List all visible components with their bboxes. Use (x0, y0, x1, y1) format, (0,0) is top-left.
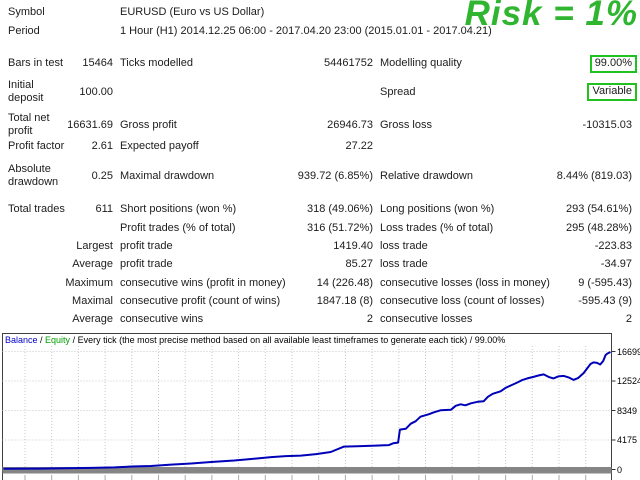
stat-label: Loss trades (% of total) (380, 221, 494, 234)
stat-label: consecutive losses (380, 312, 473, 325)
stat-value: Average (72, 257, 113, 270)
stat-value: 26946.73 (327, 118, 373, 131)
stat-label: Relative drawdown (380, 169, 473, 182)
stat-value: 2 (366, 312, 373, 325)
stat-label: Gross profit (120, 118, 177, 131)
stat-value: 54461752 (324, 57, 373, 69)
stat-value: 939.72 (6.85%) (297, 169, 373, 182)
report-row: Symbol EURUSD (Euro vs US Dollar) (0, 5, 640, 19)
stat-label: consecutive loss (count of losses) (380, 294, 545, 307)
stat-label: consecutive wins (120, 312, 204, 325)
stat-label: Profit trades (% of total) (120, 221, 236, 234)
stat-label: Long positions (won %) (380, 202, 495, 215)
report-row: Average consecutive wins 2 consecutive loss… (0, 312, 640, 326)
legend-part: / (37, 335, 46, 345)
risk-banner: Risk = 1% (464, 0, 638, 33)
stat-value: Largest (76, 239, 113, 252)
stat-label: Initial deposit (8, 79, 44, 104)
report-row: Profit trades (% of total) 316 (51.72%) Lo… (0, 221, 640, 235)
stat-label: Profit factor (8, 139, 65, 152)
stat-label: Maximal drawdown (120, 169, 215, 182)
stat-label: profit trade (120, 257, 173, 270)
stat-label: EURUSD (Euro vs US Dollar) (120, 5, 265, 18)
report-row: Average profit trade 85.27 loss trade -34.97 (0, 257, 640, 271)
stat-value: Maximal (72, 294, 113, 307)
stat-value: 100.00 (79, 85, 113, 98)
y-axis-label: 16699 (617, 346, 640, 357)
legend-part: Equity (45, 335, 71, 345)
stat-value: 293 (54.61%) (565, 202, 632, 215)
stat-value: -10315.03 (582, 118, 632, 131)
stat-label: Total net profit (8, 112, 50, 137)
stat-value: 16631.69 (67, 118, 113, 131)
y-axis-label: 4175 (617, 434, 638, 445)
chart-legend: Balance / Equity / Every tick (the most … (5, 335, 505, 345)
stat-label: Spread (380, 85, 416, 98)
stat-label: 1 Hour (H1) 2014.12.25 06:00 - 2017.04.2… (120, 24, 492, 37)
legend-part: / Every tick (the most precise method ba… (70, 335, 506, 345)
stat-value: 1847.18 (8) (316, 294, 373, 307)
stat-value: -34.97 (600, 257, 632, 270)
y-axis-label: 12524 (617, 376, 640, 386)
stat-value: 611 (95, 202, 113, 215)
stat-value: 27.22 (345, 139, 373, 152)
stat-label: Short positions (won %) (120, 202, 237, 215)
stat-value: 14 (226.48) (316, 276, 373, 289)
stat-label: Symbol (8, 5, 45, 18)
stat-label: Gross loss (380, 118, 432, 131)
report-row: Initial deposit 100.00 Spread Variable (0, 78, 640, 106)
stat-label: Ticks modelled (120, 57, 193, 69)
report-row: Total net profit 16631.69 Gross profit 2694… (0, 111, 640, 139)
stat-value: 8.44% (819.03) (556, 169, 632, 182)
stat-label: Period (8, 24, 40, 37)
stat-value: -223.83 (594, 239, 632, 252)
highlighted-value: Variable (587, 83, 637, 101)
stat-label: Bars in test (8, 57, 64, 69)
balance-chart: Balance / Equity / Every tick (the most … (0, 333, 640, 480)
stat-value: 318 (49.06%) (306, 202, 373, 215)
stat-value: 316 (51.72%) (306, 221, 373, 234)
stat-value: -595.43 (9) (578, 294, 632, 307)
report-row: Maximal consecutive profit (count of wins… (0, 294, 640, 308)
y-axis-label: 0 (617, 464, 623, 475)
stat-value: 15464 (82, 57, 113, 69)
y-axis-label: 8349 (617, 405, 638, 416)
stat-value: Average (72, 312, 113, 325)
stat-label: loss trade (380, 257, 428, 270)
report-row: Absolute drawdown 0.25 Maximal drawdown 939… (0, 162, 640, 190)
stat-label: consecutive losses (loss in money) (380, 276, 550, 289)
stat-value: 2.61 (91, 139, 113, 152)
stat-value: Maximum (65, 276, 113, 289)
legend-part: Balance (5, 335, 38, 345)
stat-value: 0.25 (91, 169, 113, 182)
stat-value: 85.27 (345, 257, 373, 270)
stat-label: Expected payoff (120, 139, 199, 152)
report-row: Total trades 611 Short positions (won %) 31… (0, 202, 640, 216)
stat-label: loss trade (380, 239, 428, 252)
stat-label: profit trade (120, 239, 173, 252)
highlighted-value: 99.00% (589, 54, 637, 73)
stat-value: 295 (48.28%) (565, 221, 632, 234)
stat-value: 1419.40 (333, 239, 373, 252)
report-row: Profit factor 2.61 Expected payoff 27.22 (0, 139, 640, 153)
stat-value: 9 (-595.43) (578, 276, 632, 289)
report-row: Period 1 Hour (H1) 2014.12.25 06:00 - 201… (0, 24, 640, 38)
stat-label: consecutive wins (profit in money) (120, 276, 286, 289)
report-row: Maximum consecutive wins (profit in money… (0, 276, 640, 290)
report-row: Bars in test 15464 Ticks modelled 54461752 M… (0, 54, 640, 73)
balance-curve-canvas (2, 333, 616, 480)
stat-value: 2 (625, 312, 632, 325)
stat-label: Absolute drawdown (8, 163, 59, 188)
balance-curve (3, 351, 611, 470)
report-row: Largest profit trade 1419.40 loss trade -223… (0, 239, 640, 253)
stat-label: consecutive profit (count of wins) (120, 294, 281, 307)
stat-label: Modelling quality (380, 57, 462, 69)
stat-label: Total trades (8, 202, 65, 215)
